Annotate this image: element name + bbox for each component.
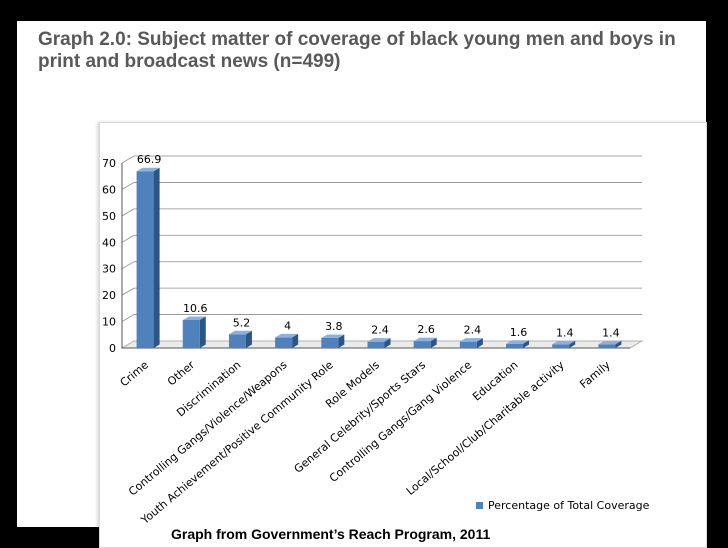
- gridline-diagonal: [121, 182, 135, 190]
- data-label: 66.9: [137, 153, 162, 166]
- data-label: 4: [284, 319, 291, 332]
- y-tick-label: 0: [109, 342, 116, 355]
- gridline-diagonal: [121, 287, 135, 296]
- bar: [367, 341, 385, 348]
- bar-side: [615, 340, 622, 348]
- bar-top: [459, 338, 483, 342]
- bar: [413, 341, 431, 348]
- data-label: 1.4: [602, 326, 620, 339]
- x-tick-label: Family: [577, 358, 613, 391]
- bar-side: [245, 330, 252, 348]
- gridline-diagonal: [121, 261, 135, 270]
- data-label: 3.8: [325, 320, 343, 333]
- y-tick-label: 40: [102, 236, 116, 249]
- bar-side: [384, 338, 391, 348]
- bar: [506, 343, 524, 348]
- bar-side: [199, 316, 206, 348]
- slide-title: Graph 2.0: Subject matter of coverage of…: [38, 29, 676, 72]
- x-tick-label: Other: [165, 358, 198, 388]
- bar-top: [228, 330, 252, 335]
- bar: [182, 319, 200, 348]
- data-label: 1.6: [510, 326, 527, 339]
- gridline-diagonal: [121, 208, 135, 217]
- data-label: 2.4: [464, 324, 482, 337]
- bar-top: [182, 316, 206, 320]
- bar: [275, 337, 293, 348]
- bar: [228, 334, 246, 348]
- slide: Graph 2.0: Subject matter of coverage of…: [17, 21, 707, 548]
- bar-top: [367, 338, 391, 342]
- bar-top: [413, 337, 437, 342]
- bar-side: [153, 167, 160, 348]
- x-tick-label: Local/School/Club/Charitable activity: [404, 358, 567, 498]
- bar: [136, 171, 154, 348]
- bar: [459, 341, 477, 348]
- data-label: 1.4: [556, 326, 574, 339]
- bar-top: [136, 167, 160, 172]
- bar: [598, 344, 616, 348]
- y-tick-label: 20: [102, 289, 116, 302]
- legend-label: Percentage of Total Coverage: [488, 499, 650, 512]
- y-tick-label: 10: [102, 316, 116, 329]
- gridline-diagonal: [121, 155, 135, 164]
- bar-top: [552, 340, 576, 345]
- chart-frame: 0 10 20 30 40 50 60 70 66.9 Crime 10.6 Other 5.2 Disc…: [99, 122, 707, 548]
- bar-side: [476, 338, 483, 348]
- bar-side: [292, 333, 299, 348]
- bar-side: [523, 340, 530, 348]
- y-tick-label: 50: [102, 210, 116, 223]
- bar-top: [506, 340, 530, 344]
- y-tick-label: 70: [102, 157, 116, 170]
- x-tick-label: Controlling Gangs/Violence/Weapons: [126, 358, 290, 498]
- y-tick-label: 30: [102, 263, 116, 276]
- bar-side: [569, 340, 576, 348]
- bar: [321, 337, 339, 348]
- gridline-diagonal: [121, 234, 135, 243]
- bar-side: [430, 337, 437, 348]
- data-label: 10.6: [183, 302, 208, 315]
- bar-top: [321, 334, 345, 338]
- gridline-diagonal: [121, 314, 135, 322]
- legend-swatch: [476, 502, 483, 509]
- x-tick-label: Crime: [118, 358, 152, 389]
- y-tick-label: 60: [102, 183, 116, 196]
- x-tick-label: Youth Achievement/Positive Community Rol…: [138, 358, 336, 527]
- bar: [552, 344, 570, 348]
- bar-top: [275, 333, 299, 338]
- slide-caption: Graph from Government’s Reach Program, 2…: [171, 526, 491, 542]
- data-label: 5.2: [233, 316, 251, 329]
- bar-side: [338, 334, 345, 348]
- data-label: 2.6: [417, 323, 435, 336]
- bar-top: [598, 340, 622, 345]
- data-label: 2.4: [371, 324, 389, 337]
